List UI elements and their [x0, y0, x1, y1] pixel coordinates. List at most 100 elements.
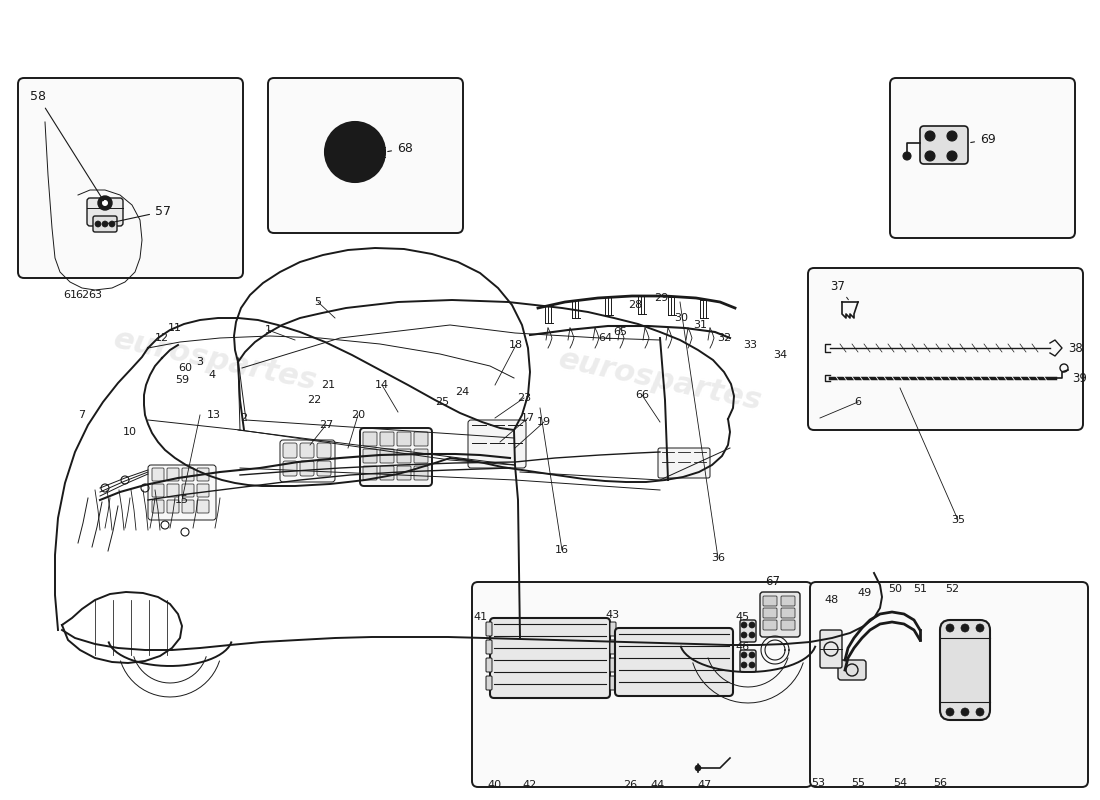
Circle shape [346, 144, 363, 160]
FancyBboxPatch shape [148, 465, 216, 520]
Text: 30: 30 [674, 313, 688, 323]
Text: 18: 18 [509, 340, 524, 350]
Text: 46: 46 [735, 642, 749, 652]
Text: 16: 16 [556, 545, 569, 555]
Circle shape [741, 622, 747, 628]
FancyBboxPatch shape [414, 449, 428, 463]
Text: 11: 11 [168, 323, 182, 333]
Circle shape [749, 632, 755, 638]
FancyBboxPatch shape [379, 449, 394, 463]
FancyBboxPatch shape [300, 461, 313, 476]
Text: 27: 27 [319, 420, 333, 430]
Text: 23: 23 [517, 393, 531, 403]
FancyBboxPatch shape [940, 620, 990, 720]
FancyBboxPatch shape [152, 468, 164, 481]
Text: 3: 3 [197, 357, 204, 367]
Circle shape [925, 151, 935, 161]
Text: 1: 1 [264, 325, 272, 335]
Circle shape [749, 662, 755, 668]
FancyBboxPatch shape [167, 468, 179, 481]
Circle shape [324, 122, 385, 182]
FancyBboxPatch shape [197, 484, 209, 497]
FancyBboxPatch shape [152, 484, 164, 497]
Text: 26: 26 [623, 780, 637, 790]
Text: 38: 38 [1068, 342, 1082, 354]
Circle shape [903, 152, 911, 160]
FancyBboxPatch shape [760, 592, 800, 637]
FancyBboxPatch shape [781, 608, 795, 618]
Text: eurospartes: eurospartes [556, 344, 764, 416]
Text: 60: 60 [178, 363, 192, 373]
Circle shape [961, 708, 969, 716]
FancyBboxPatch shape [363, 449, 377, 463]
Text: 37: 37 [830, 280, 845, 293]
Circle shape [95, 221, 101, 227]
FancyBboxPatch shape [317, 461, 331, 476]
Text: 36: 36 [711, 553, 725, 563]
Text: 24: 24 [455, 387, 469, 397]
Text: 53: 53 [811, 778, 825, 788]
Text: 5: 5 [315, 297, 321, 307]
FancyBboxPatch shape [490, 618, 610, 698]
Text: 61: 61 [63, 290, 77, 300]
FancyBboxPatch shape [820, 630, 842, 668]
FancyBboxPatch shape [486, 658, 492, 672]
FancyBboxPatch shape [740, 620, 756, 642]
FancyBboxPatch shape [317, 443, 331, 458]
FancyBboxPatch shape [379, 432, 394, 446]
FancyBboxPatch shape [397, 449, 411, 463]
Text: 29: 29 [653, 293, 668, 303]
Text: 6: 6 [855, 397, 861, 407]
FancyBboxPatch shape [167, 500, 179, 513]
Circle shape [102, 200, 108, 206]
FancyBboxPatch shape [890, 78, 1075, 238]
FancyBboxPatch shape [658, 448, 710, 478]
FancyBboxPatch shape [360, 428, 432, 486]
Text: 44: 44 [651, 780, 666, 790]
Text: 55: 55 [851, 778, 865, 788]
FancyBboxPatch shape [152, 500, 164, 513]
Text: 15: 15 [175, 495, 189, 505]
FancyBboxPatch shape [182, 468, 194, 481]
Circle shape [749, 652, 755, 658]
FancyBboxPatch shape [610, 658, 616, 672]
FancyBboxPatch shape [397, 466, 411, 480]
Text: 43: 43 [605, 610, 619, 620]
Circle shape [947, 151, 957, 161]
FancyBboxPatch shape [781, 620, 795, 630]
FancyBboxPatch shape [920, 126, 968, 164]
Text: 69: 69 [970, 133, 996, 146]
Text: 14: 14 [375, 380, 389, 390]
FancyBboxPatch shape [610, 622, 616, 636]
Text: 51: 51 [913, 584, 927, 594]
FancyBboxPatch shape [268, 78, 463, 233]
FancyBboxPatch shape [486, 676, 492, 690]
Text: 41: 41 [473, 612, 487, 622]
Text: 12: 12 [155, 333, 169, 343]
Text: 40: 40 [487, 780, 502, 790]
FancyBboxPatch shape [486, 640, 492, 654]
FancyBboxPatch shape [610, 676, 616, 690]
FancyBboxPatch shape [363, 466, 377, 480]
FancyBboxPatch shape [182, 484, 194, 497]
Text: 50: 50 [888, 584, 902, 594]
FancyBboxPatch shape [18, 78, 243, 278]
FancyBboxPatch shape [87, 198, 123, 226]
Circle shape [749, 622, 755, 628]
Text: eurospartes: eurospartes [111, 324, 319, 396]
Circle shape [695, 765, 701, 771]
FancyBboxPatch shape [615, 628, 733, 696]
Text: 47: 47 [697, 780, 712, 790]
Circle shape [102, 221, 108, 227]
Text: 49: 49 [858, 588, 872, 598]
FancyBboxPatch shape [414, 466, 428, 480]
FancyBboxPatch shape [197, 500, 209, 513]
FancyBboxPatch shape [763, 596, 777, 606]
Text: 33: 33 [742, 340, 757, 350]
Circle shape [337, 134, 373, 170]
Text: 19: 19 [537, 417, 551, 427]
Text: 7: 7 [78, 410, 86, 420]
Text: 21: 21 [321, 380, 336, 390]
Text: 58: 58 [30, 90, 103, 201]
Circle shape [946, 708, 954, 716]
